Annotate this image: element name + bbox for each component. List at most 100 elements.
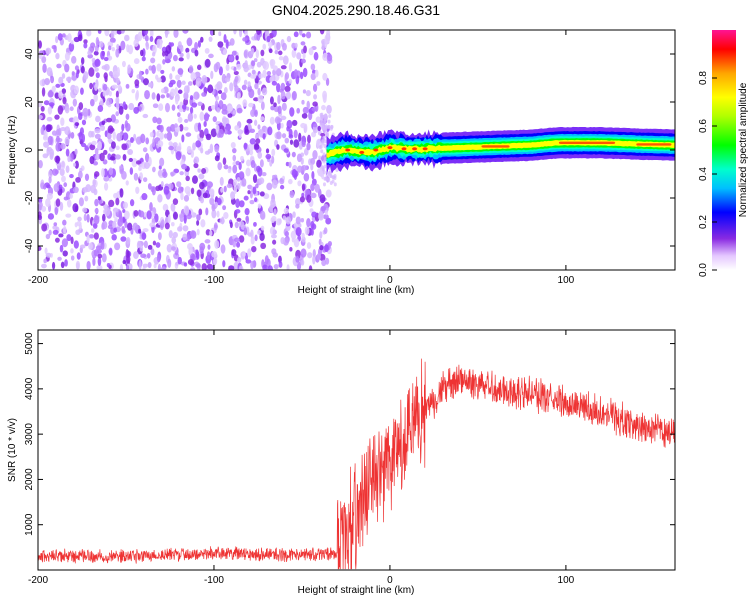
spectrogram-noise-blob <box>293 69 299 78</box>
spectrogram-noise-blob <box>133 251 139 259</box>
spectrogram-noise-blob <box>193 113 197 119</box>
spectrogram-noise-blob <box>280 236 285 245</box>
spectrogram-noise-blob <box>249 199 255 205</box>
spectrogram-noise-blob <box>94 83 98 91</box>
spectrogram-noise-blob <box>164 222 170 230</box>
spectrogram-noise-blob <box>107 138 113 143</box>
spectrogram-noise-blob <box>216 81 223 91</box>
spectrogram-noise-blob <box>88 242 93 250</box>
spectrogram-noise-blob <box>257 203 262 209</box>
spectrogram-noise-blob <box>306 242 312 250</box>
spectrogram-noise-blob <box>128 157 133 162</box>
spectrogram-noise-blob <box>261 87 268 96</box>
spectrogram-noise-blob <box>320 112 324 117</box>
spectrogram-noise-blob <box>236 217 242 222</box>
spectrogram-noise-blob <box>255 30 262 36</box>
spectrogram-noise-blob <box>52 229 59 235</box>
spectrogram-noise-blob <box>222 48 227 56</box>
spectrogram-noise-blob <box>228 265 235 270</box>
spectrogram-noise-blob <box>119 131 124 136</box>
spectrogram-noise-blob <box>273 263 279 270</box>
spectrogram-noise-blob <box>109 37 116 43</box>
spectrogram-noise-blob <box>40 105 45 112</box>
spectrogram-noise-blob <box>58 90 63 99</box>
spectrogram-noise-blob <box>310 73 316 81</box>
snr-xtick-label: 100 <box>558 575 575 586</box>
spectrogram-noise-blob <box>143 78 149 86</box>
spectrogram-noise-blob <box>53 222 58 227</box>
spectrogram-noise-blob <box>104 30 110 37</box>
spectrogram-noise-blob <box>194 122 200 133</box>
spectrogram-noise-blob <box>278 261 283 268</box>
spectrogram-noise-blob <box>213 222 218 231</box>
spectrogram-noise-blob <box>129 199 135 207</box>
figure-title: GN04.2025.290.18.46.G31 <box>272 2 440 18</box>
spectrogram-noise-blob <box>129 167 134 175</box>
spectrogram-noise-blob <box>211 251 218 258</box>
spectrogram-noise-blob <box>260 242 267 249</box>
spectrogram-noise-blob <box>66 234 72 242</box>
spectrogram-noise-blob <box>303 172 310 182</box>
spectrogram-noise-blob <box>60 117 65 126</box>
spectrogram-noise-blob <box>127 222 133 231</box>
spectrogram-noise-blob <box>138 210 145 218</box>
spectrogram-noise-blob <box>168 145 174 151</box>
spectrogram-noise-blob <box>108 70 114 77</box>
spectrogram-noise-blob <box>160 75 166 83</box>
spectrogram-noise-blob <box>284 85 291 93</box>
spectrogram-noise-blob <box>267 41 273 48</box>
spectrogram-noise-blob <box>335 167 339 172</box>
spectrogram-noise-blob <box>291 237 295 243</box>
spectrogram-hotspot <box>481 145 510 148</box>
spectrogram-noise-blob <box>215 95 220 101</box>
spectrogram-noise-blob <box>252 174 258 184</box>
spectrogram-noise-blob <box>170 171 176 176</box>
spectrogram-noise-blob <box>54 92 60 99</box>
spectrogram-noise-blob <box>184 118 189 124</box>
spectrogram-noise-blob <box>303 148 309 156</box>
spectrogram-noise-blob <box>244 207 250 216</box>
spectrogram-xtick-label: -100 <box>204 275 224 286</box>
spectrogram-noise-blob <box>104 182 109 191</box>
spectrogram-noise-blob <box>61 73 66 79</box>
spectrogram-noise-blob <box>176 79 182 89</box>
spectrogram-noise-blob <box>259 210 266 220</box>
spectrogram-noise-blob <box>93 188 98 196</box>
spectrogram-noise-blob <box>41 87 46 97</box>
spectrogram-noise-blob <box>248 143 255 151</box>
spectrogram-noise-blob <box>128 102 135 111</box>
spectrogram-noise-blob <box>45 252 52 258</box>
spectrogram-noise-blob <box>89 155 95 165</box>
spectrogram-noise-blob <box>89 98 95 107</box>
spectrogram-noise-blob <box>120 40 126 51</box>
spectrogram-noise-blob <box>256 32 261 41</box>
spectrogram-noise-blob <box>316 253 322 261</box>
spectrogram-noise-blob <box>47 90 54 98</box>
spectrogram-noise-blob <box>260 101 265 111</box>
spectrogram-noise-blob <box>86 213 90 223</box>
spectrogram-noise-blob <box>305 90 311 97</box>
spectrogram-noise-blob <box>63 182 68 188</box>
spectrogram-noise-blob <box>146 252 151 259</box>
spectrogram-noise-blob <box>164 102 170 113</box>
spectrogram-noise-blob <box>102 213 106 222</box>
spectrogram-noise-blob <box>286 35 292 43</box>
spectrogram-noise-blob <box>191 102 198 108</box>
spectrogram-noise-blob <box>156 93 161 102</box>
spectrogram-noise-blob <box>272 239 277 245</box>
spectrogram-ytick-label: -20 <box>24 190 35 205</box>
spectrogram-noise-blob <box>218 100 224 110</box>
spectrogram-noise-blob <box>93 93 98 102</box>
spectrogram-noise-blob <box>71 71 75 76</box>
spectrogram-noise-blob <box>223 86 228 94</box>
spectrogram-noise-blob <box>81 119 87 126</box>
spectrogram-noise-blob <box>179 52 184 58</box>
spectrogram-noise-blob <box>322 135 326 140</box>
spectrogram-noise-blob <box>103 149 108 155</box>
spectrogram-noise-blob <box>90 42 96 49</box>
spectrogram-noise-blob <box>312 123 318 128</box>
spectrogram-noise-blob <box>293 31 299 38</box>
spectrogram-noise-blob <box>101 120 106 126</box>
spectrogram-noise-blob <box>243 142 248 150</box>
